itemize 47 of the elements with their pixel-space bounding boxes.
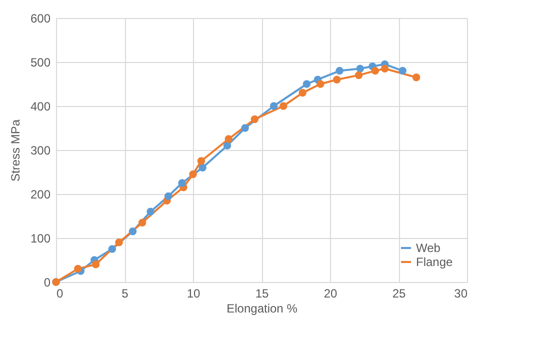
point: [371, 66, 380, 75]
point: [332, 76, 341, 84]
point: [356, 64, 364, 72]
point: [198, 164, 206, 172]
point: [92, 260, 100, 268]
point: [138, 218, 146, 226]
point: [316, 80, 324, 88]
y-tick-label: 600: [30, 12, 51, 26]
point: [178, 179, 186, 187]
x-tick-label: 15: [255, 286, 269, 300]
point: [128, 228, 137, 236]
point: [380, 64, 389, 72]
point: [74, 264, 82, 273]
point: [164, 192, 172, 200]
y-tick-label: 200: [30, 188, 51, 202]
point: [241, 124, 249, 132]
legend-label: Web: [416, 241, 441, 255]
x-tick-label: 20: [324, 286, 338, 300]
legend-label: Flange: [416, 255, 454, 269]
point: [298, 88, 306, 97]
point: [146, 208, 154, 216]
point: [108, 245, 116, 253]
x-tick-label: 10: [186, 286, 200, 300]
point: [398, 66, 406, 75]
point: [224, 135, 232, 143]
x-tick-label: 25: [392, 286, 406, 300]
point: [197, 157, 206, 165]
y-tick-label: 500: [30, 56, 51, 70]
y-axis-title: Stress MPa: [8, 119, 22, 182]
point: [336, 66, 344, 75]
point: [189, 170, 197, 178]
point: [354, 71, 363, 80]
point: [280, 102, 288, 110]
point: [270, 102, 278, 110]
y-tick-label: 300: [30, 144, 51, 158]
x-tick-label: 0: [56, 286, 64, 300]
y-tick-label: 100: [30, 232, 51, 246]
point: [302, 80, 311, 88]
point: [223, 142, 232, 150]
point: [412, 74, 420, 82]
y-tick-label: 400: [30, 100, 51, 114]
x-axis-title: Elongation %: [226, 302, 298, 316]
point: [250, 115, 259, 124]
point: [115, 238, 123, 246]
x-tick-label: 5: [122, 286, 129, 300]
y-tick-label: 0: [44, 276, 51, 290]
x-tick-label: 30: [454, 286, 468, 300]
